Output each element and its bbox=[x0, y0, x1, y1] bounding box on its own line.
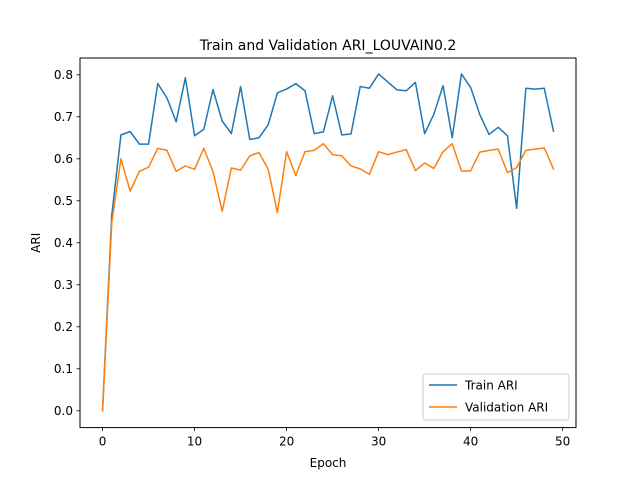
y-tick-label: 0.6 bbox=[54, 152, 73, 166]
x-tick-label: 10 bbox=[187, 435, 202, 449]
series-line-train bbox=[101, 73, 555, 412]
y-tick-label: 0.2 bbox=[54, 320, 73, 334]
legend-box bbox=[422, 373, 570, 421]
y-axis: 0.0 0.1 0.2 0.3 0.4 0.5 0.6 0.7 0.8 bbox=[54, 68, 80, 418]
y-axis-label: ARI bbox=[29, 233, 43, 253]
x-tick-label: 30 bbox=[371, 435, 386, 449]
chart-title: Train and Validation ARI_LOUVAIN0.2 bbox=[199, 38, 457, 54]
x-axis: 0 10 20 30 40 50 bbox=[99, 427, 570, 449]
legend-label-train: Train ARI bbox=[464, 379, 518, 393]
x-tick-label: 40 bbox=[463, 435, 478, 449]
legend-label-validation: Validation ARI bbox=[465, 401, 548, 415]
y-tick-label: 0.7 bbox=[54, 110, 73, 124]
y-tick-label: 0.5 bbox=[54, 194, 73, 208]
x-tick-label: 20 bbox=[279, 435, 294, 449]
x-tick-label: 50 bbox=[555, 435, 570, 449]
y-tick-label: 0.1 bbox=[54, 362, 73, 376]
legend: Train ARI Validation ARI bbox=[422, 373, 570, 421]
y-tick-label: 0.4 bbox=[54, 236, 73, 250]
y-tick-label: 0.3 bbox=[54, 278, 73, 292]
series-layer bbox=[101, 73, 555, 412]
y-tick-label: 0.0 bbox=[54, 404, 73, 418]
x-tick-label: 0 bbox=[99, 435, 107, 449]
series-line-validation bbox=[101, 142, 555, 412]
x-axis-label: Epoch bbox=[310, 456, 347, 470]
y-tick-label: 0.8 bbox=[54, 68, 73, 82]
